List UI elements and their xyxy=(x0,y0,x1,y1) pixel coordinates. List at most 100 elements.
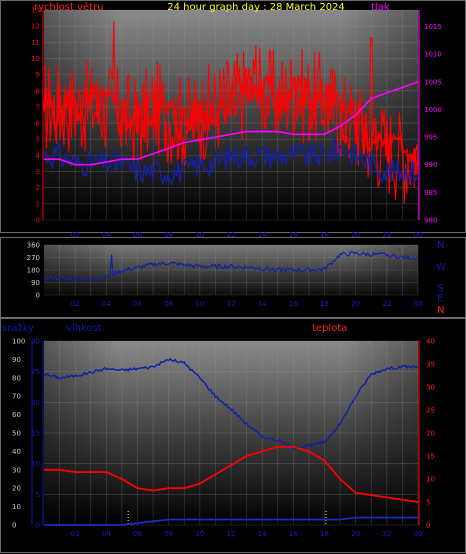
temperature-y-tick-label: 20 xyxy=(426,430,435,438)
x-tick-label: 02 xyxy=(71,530,80,538)
wind-y-tick-label: 2 xyxy=(36,184,40,192)
pressure-y-tick-label: 985 xyxy=(424,189,437,197)
rain-y-tick-label: 10 xyxy=(12,503,21,511)
humidity-y-tick-label: 5 xyxy=(36,491,40,499)
direction-y-tick-label: 90 xyxy=(31,279,40,287)
direction-label-n-top: N xyxy=(437,240,444,251)
wind-direction-line xyxy=(43,251,419,282)
wind-y-tick-label: 8 xyxy=(36,87,40,95)
x-tick-label: 00 xyxy=(414,300,423,308)
x-tick-label: 02 xyxy=(71,231,80,239)
direction-y-tick-label: 270 xyxy=(27,254,40,262)
x-tick-label: 12 xyxy=(227,300,236,308)
humidity-y-tick-label: 25 xyxy=(31,368,40,376)
x-tick-label: 16 xyxy=(289,300,298,308)
wind-y-tick-label: 3 xyxy=(36,168,40,176)
rain-y-tick-label: 30 xyxy=(12,466,21,474)
x-tick-label: 04 xyxy=(102,231,111,239)
temperature-y-tick-label: 0 xyxy=(426,522,430,530)
x-tick-label: 10 xyxy=(195,300,204,308)
wind-y-tick-label: 9 xyxy=(36,71,40,79)
temperature-label: teplota xyxy=(312,323,347,334)
temperature-y-tick-label: 5 xyxy=(426,499,430,507)
x-tick-label: 16 xyxy=(289,530,298,538)
wind-average-line xyxy=(43,137,419,186)
temperature-y-tick-label: 15 xyxy=(426,453,435,461)
direction-label-w: W xyxy=(436,262,446,273)
rain-label: srážky xyxy=(2,322,34,334)
pressure-y-tick-label: 995 xyxy=(424,134,437,142)
temperature-y-tick-label: 30 xyxy=(426,384,435,392)
pressure-line xyxy=(44,81,419,166)
x-tick-label: 18 xyxy=(320,231,329,239)
direction-label-e: E xyxy=(437,293,443,304)
rain-y-tick-label: 20 xyxy=(12,485,21,493)
wind-y-tick-label: 13 xyxy=(31,7,40,15)
wind-y-tick-label: 10 xyxy=(31,55,40,63)
rain-y-tick-label: 60 xyxy=(12,411,21,419)
x-tick-label: 12 xyxy=(227,231,236,239)
rain-y-tick-label: 100 xyxy=(12,338,25,346)
x-tick-label: 14 xyxy=(258,530,267,538)
direction-label-s: S xyxy=(437,283,443,294)
x-tick-label: 14 xyxy=(258,300,267,308)
x-tick-label: 08 xyxy=(164,530,173,538)
grid-lines xyxy=(31,9,420,526)
humidity-label: vlhkost xyxy=(66,323,102,334)
x-tick-label: 14 xyxy=(258,231,267,239)
x-tick-label: 08 xyxy=(164,300,173,308)
x-tick-label: 12 xyxy=(227,530,236,538)
humidity-y-tick-label: 15 xyxy=(31,430,40,438)
x-tick-label: 08 xyxy=(164,231,173,239)
rain-y-tick-label: 40 xyxy=(12,448,21,456)
x-tick-label: 06 xyxy=(133,300,142,308)
rain-y-tick-label: 50 xyxy=(12,430,21,438)
wind-y-tick-label: 12 xyxy=(31,23,40,31)
x-tick-label: 22 xyxy=(382,530,391,538)
rain-y-tick-label: 80 xyxy=(12,374,21,382)
x-tick-label: 20 xyxy=(351,300,360,308)
wind-y-tick-label: 5 xyxy=(36,136,40,144)
x-tick-label: 02 xyxy=(71,300,80,308)
x-tick-label: 20 xyxy=(351,530,360,538)
temperature-line xyxy=(44,445,419,503)
x-tick-label: 10 xyxy=(195,231,204,239)
temperature-y-tick-label: 35 xyxy=(426,361,435,369)
data-marks xyxy=(42,21,420,526)
wind-y-tick-label: 4 xyxy=(36,152,41,160)
x-tick-label: 06 xyxy=(133,231,142,239)
graph-title: 24 hour graph day : 28 March 2024 xyxy=(167,2,345,13)
pressure-y-tick-label: 1005 xyxy=(424,78,442,86)
x-tick-label: 04 xyxy=(102,300,111,308)
pressure-y-tick-label: 1015 xyxy=(424,23,442,31)
rain-y-tick-label: 70 xyxy=(12,393,21,401)
x-tick-label: 22 xyxy=(382,231,391,239)
x-tick-label: 10 xyxy=(195,530,204,538)
x-tick-label: 04 xyxy=(102,530,111,538)
x-tick-label: 00 xyxy=(414,231,423,239)
wind-speed-line xyxy=(42,68,420,175)
x-tick-label: 00 xyxy=(414,530,423,538)
x-tick-label: 20 xyxy=(351,231,360,239)
x-tick-label: 18 xyxy=(320,300,329,308)
direction-y-tick-label: 180 xyxy=(27,267,40,275)
pressure-label: tlak xyxy=(371,2,390,13)
wind-y-tick-label: 7 xyxy=(36,103,40,111)
direction-y-tick-label: 360 xyxy=(27,242,40,250)
pressure-y-tick-label: 1000 xyxy=(424,106,442,114)
x-tick-label: 16 xyxy=(289,231,298,239)
x-tick-label: 22 xyxy=(382,300,391,308)
rain-y-tick-label: 90 xyxy=(12,356,21,364)
wind-y-tick-label: 11 xyxy=(31,39,40,47)
pressure-y-tick-label: 1010 xyxy=(424,51,442,59)
wind-y-tick-label: 6 xyxy=(36,120,41,128)
pressure-y-tick-label: 990 xyxy=(424,161,437,169)
humidity-temperature-plot-shade xyxy=(44,341,418,525)
rain-line xyxy=(44,516,418,526)
wind-y-tick-label: 0 xyxy=(36,217,40,225)
humidity-y-tick-label: 0 xyxy=(36,522,40,530)
humidity-y-tick-label: 20 xyxy=(31,399,40,407)
